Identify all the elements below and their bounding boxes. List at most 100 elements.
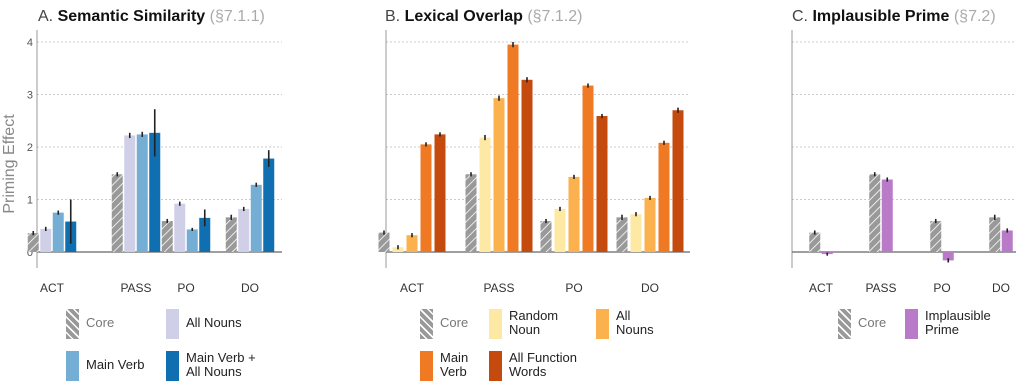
legend-item-all-nouns: All Nouns	[596, 309, 654, 339]
legend-item-main-verb: Main Verb	[420, 351, 468, 381]
legend-label: Core	[86, 315, 115, 330]
bar-core-pass	[869, 174, 881, 252]
panel-1-plot: 0 1 2 3 4 ACT PASS PO DO	[27, 30, 282, 295]
y-tick-label: 2	[27, 142, 33, 154]
legend-item-all-function-words: All Function Words	[489, 351, 577, 381]
legend-item-main-verb: Main Verb	[66, 351, 145, 381]
bar-random-noun-pass	[479, 137, 491, 252]
bar-core-act	[27, 233, 39, 252]
panel-b-section: (§7.1.2)	[527, 8, 583, 25]
panel-a-title: A. Semantic Similarity (§7.1.1)	[38, 8, 265, 26]
panel-c-title-text: Implausible Prime	[812, 8, 950, 25]
bar-main-verb-do	[250, 184, 262, 252]
panel-c-letter: C.	[792, 8, 808, 25]
bar-all-nouns-act	[406, 235, 418, 252]
bar-all-nouns-po	[568, 176, 580, 252]
bar-random-noun-po	[554, 208, 566, 252]
bar-all-nouns-pass	[493, 98, 505, 252]
legend-swatch	[166, 309, 179, 339]
legend-swatch	[596, 309, 609, 339]
legend-label: All Nouns	[186, 315, 242, 330]
legend-swatch	[66, 351, 79, 381]
bar-implausible-prime-po	[942, 252, 954, 261]
bar-main-verb-po	[582, 85, 594, 252]
bar-all-function-words-po	[596, 116, 608, 253]
legend-label: Main Verb	[440, 350, 469, 379]
bar-all-function-words-act	[434, 134, 446, 252]
bar-core-do	[989, 217, 1001, 252]
panel-3-plot: ACT PASS PO DO	[791, 30, 1016, 295]
panel-b-title: B. Lexical Overlap (§7.1.2)	[385, 8, 582, 26]
legend-label: Core	[440, 315, 469, 330]
y-tick-label: 4	[27, 37, 33, 49]
legend-swatch	[838, 309, 851, 339]
bar-core-do	[616, 217, 628, 252]
x-tick-label-act: ACT	[809, 281, 834, 295]
bar-all-nouns-do	[644, 197, 656, 252]
bar-core-act	[378, 232, 390, 252]
legend-label: Main Verb	[86, 357, 145, 372]
bar-core-po	[540, 221, 552, 252]
bar-implausible-prime-pass	[881, 179, 893, 252]
bar-implausible-prime-do	[1001, 230, 1013, 252]
legend-label: Main Verb + All Nouns	[186, 350, 256, 379]
legend-label: Implausible Prime	[925, 308, 991, 337]
legend-item-core: Core	[838, 309, 886, 339]
bar-all-nouns-act	[40, 228, 52, 252]
x-tick-label-act: ACT	[40, 281, 65, 295]
bar-core-act	[809, 232, 821, 252]
panel-a-letter: A.	[38, 8, 54, 25]
bar-core-pass	[111, 174, 123, 252]
bar-core-po	[930, 221, 942, 252]
panel-c-title: C. Implausible Prime (§7.2)	[792, 8, 996, 26]
x-tick-label-po: PO	[177, 281, 194, 295]
bar-all-nouns-po	[174, 203, 186, 252]
legend-swatch	[420, 309, 433, 339]
legend-label: Core	[858, 315, 887, 330]
y-tick-label: 1	[27, 195, 33, 207]
legend-label: Random Noun	[509, 308, 559, 337]
legend-swatch	[420, 351, 433, 381]
bar-all-function-words-pass	[521, 79, 533, 252]
panel-b-title-text: Lexical Overlap	[404, 8, 523, 25]
bar-main-verb-do	[658, 142, 670, 252]
bar-main-verb-pass	[136, 134, 148, 252]
bar-all-nouns-pass	[124, 135, 136, 252]
bar-core-do	[225, 217, 237, 252]
x-tick-label-act: ACT	[400, 281, 425, 295]
legend-swatch	[905, 309, 918, 339]
chart-canvas: 0 1 2 3 4 ACT PASS PO DO ACT PASS PO DO ACT PASS PO DO	[27, 30, 1016, 295]
legend-item-core: Core	[420, 309, 468, 339]
panel-a-title-text: Semantic Similarity	[57, 8, 206, 25]
panel-2-plot: ACT PASS PO DO	[378, 30, 690, 295]
legend-item-main-verb-all-nouns: Main Verb + All Nouns	[166, 351, 256, 381]
legend-item-core: Core	[66, 309, 114, 339]
x-tick-label-pass: PASS	[865, 281, 896, 295]
x-tick-label-do: DO	[241, 281, 259, 295]
bar-all-nouns-do	[238, 208, 250, 252]
bar-core-po	[161, 221, 173, 252]
panel-c-section: (§7.2)	[953, 8, 996, 25]
y-tick-label: 0	[27, 247, 33, 259]
x-tick-label-pass: PASS	[483, 281, 514, 295]
legend-label: All Function Words	[509, 350, 577, 379]
legend-swatch	[66, 309, 79, 339]
legend-label: All Nouns	[616, 308, 654, 337]
x-tick-label-pass: PASS	[120, 281, 151, 295]
bar-core-pass	[465, 174, 477, 252]
legend-swatch	[166, 351, 179, 381]
x-tick-label-po: PO	[565, 281, 582, 295]
x-tick-label-do: DO	[641, 281, 659, 295]
bar-main-verb-po	[186, 229, 198, 252]
bar-main-verb-pass	[507, 44, 519, 252]
bar-main-verb-act	[52, 212, 64, 252]
bar-main-verb-all-nouns-pass	[149, 132, 161, 252]
bar-main-verb-all-nouns-po	[199, 217, 211, 252]
x-tick-label-po: PO	[933, 281, 950, 295]
bar-all-function-words-do	[672, 110, 684, 252]
y-tick-label: 3	[27, 90, 33, 102]
legend-swatch	[489, 309, 502, 339]
bar-main-verb-all-nouns-do	[263, 158, 275, 252]
legend-item-all-nouns: All Nouns	[166, 309, 242, 339]
x-tick-label-do: DO	[992, 281, 1010, 295]
